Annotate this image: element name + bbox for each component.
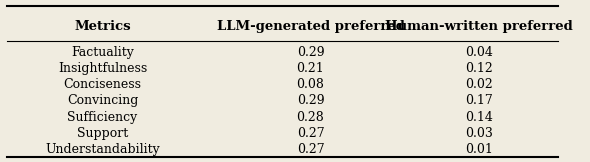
Text: 0.02: 0.02 bbox=[465, 78, 493, 91]
Text: Insightfulness: Insightfulness bbox=[58, 62, 147, 75]
Text: Sufficiency: Sufficiency bbox=[67, 111, 137, 124]
Text: Metrics: Metrics bbox=[74, 20, 131, 33]
Text: 0.14: 0.14 bbox=[465, 111, 493, 124]
Text: LLM-generated preferred: LLM-generated preferred bbox=[217, 20, 404, 33]
Text: Human-written preferred: Human-written preferred bbox=[385, 20, 573, 33]
Text: Support: Support bbox=[77, 127, 128, 140]
Text: Factuality: Factuality bbox=[71, 46, 134, 59]
Text: 0.17: 0.17 bbox=[465, 94, 493, 107]
Text: 0.27: 0.27 bbox=[297, 127, 324, 140]
Text: 0.27: 0.27 bbox=[297, 143, 324, 156]
Text: 0.28: 0.28 bbox=[297, 111, 324, 124]
Text: Conciseness: Conciseness bbox=[64, 78, 142, 91]
Text: 0.04: 0.04 bbox=[465, 46, 493, 59]
Text: 0.29: 0.29 bbox=[297, 46, 324, 59]
Text: 0.12: 0.12 bbox=[465, 62, 493, 75]
Text: 0.01: 0.01 bbox=[465, 143, 493, 156]
Text: Understandability: Understandability bbox=[45, 143, 160, 156]
Text: 0.29: 0.29 bbox=[297, 94, 324, 107]
Text: 0.21: 0.21 bbox=[297, 62, 324, 75]
Text: Convincing: Convincing bbox=[67, 94, 138, 107]
Text: 0.08: 0.08 bbox=[297, 78, 324, 91]
Text: 0.03: 0.03 bbox=[465, 127, 493, 140]
